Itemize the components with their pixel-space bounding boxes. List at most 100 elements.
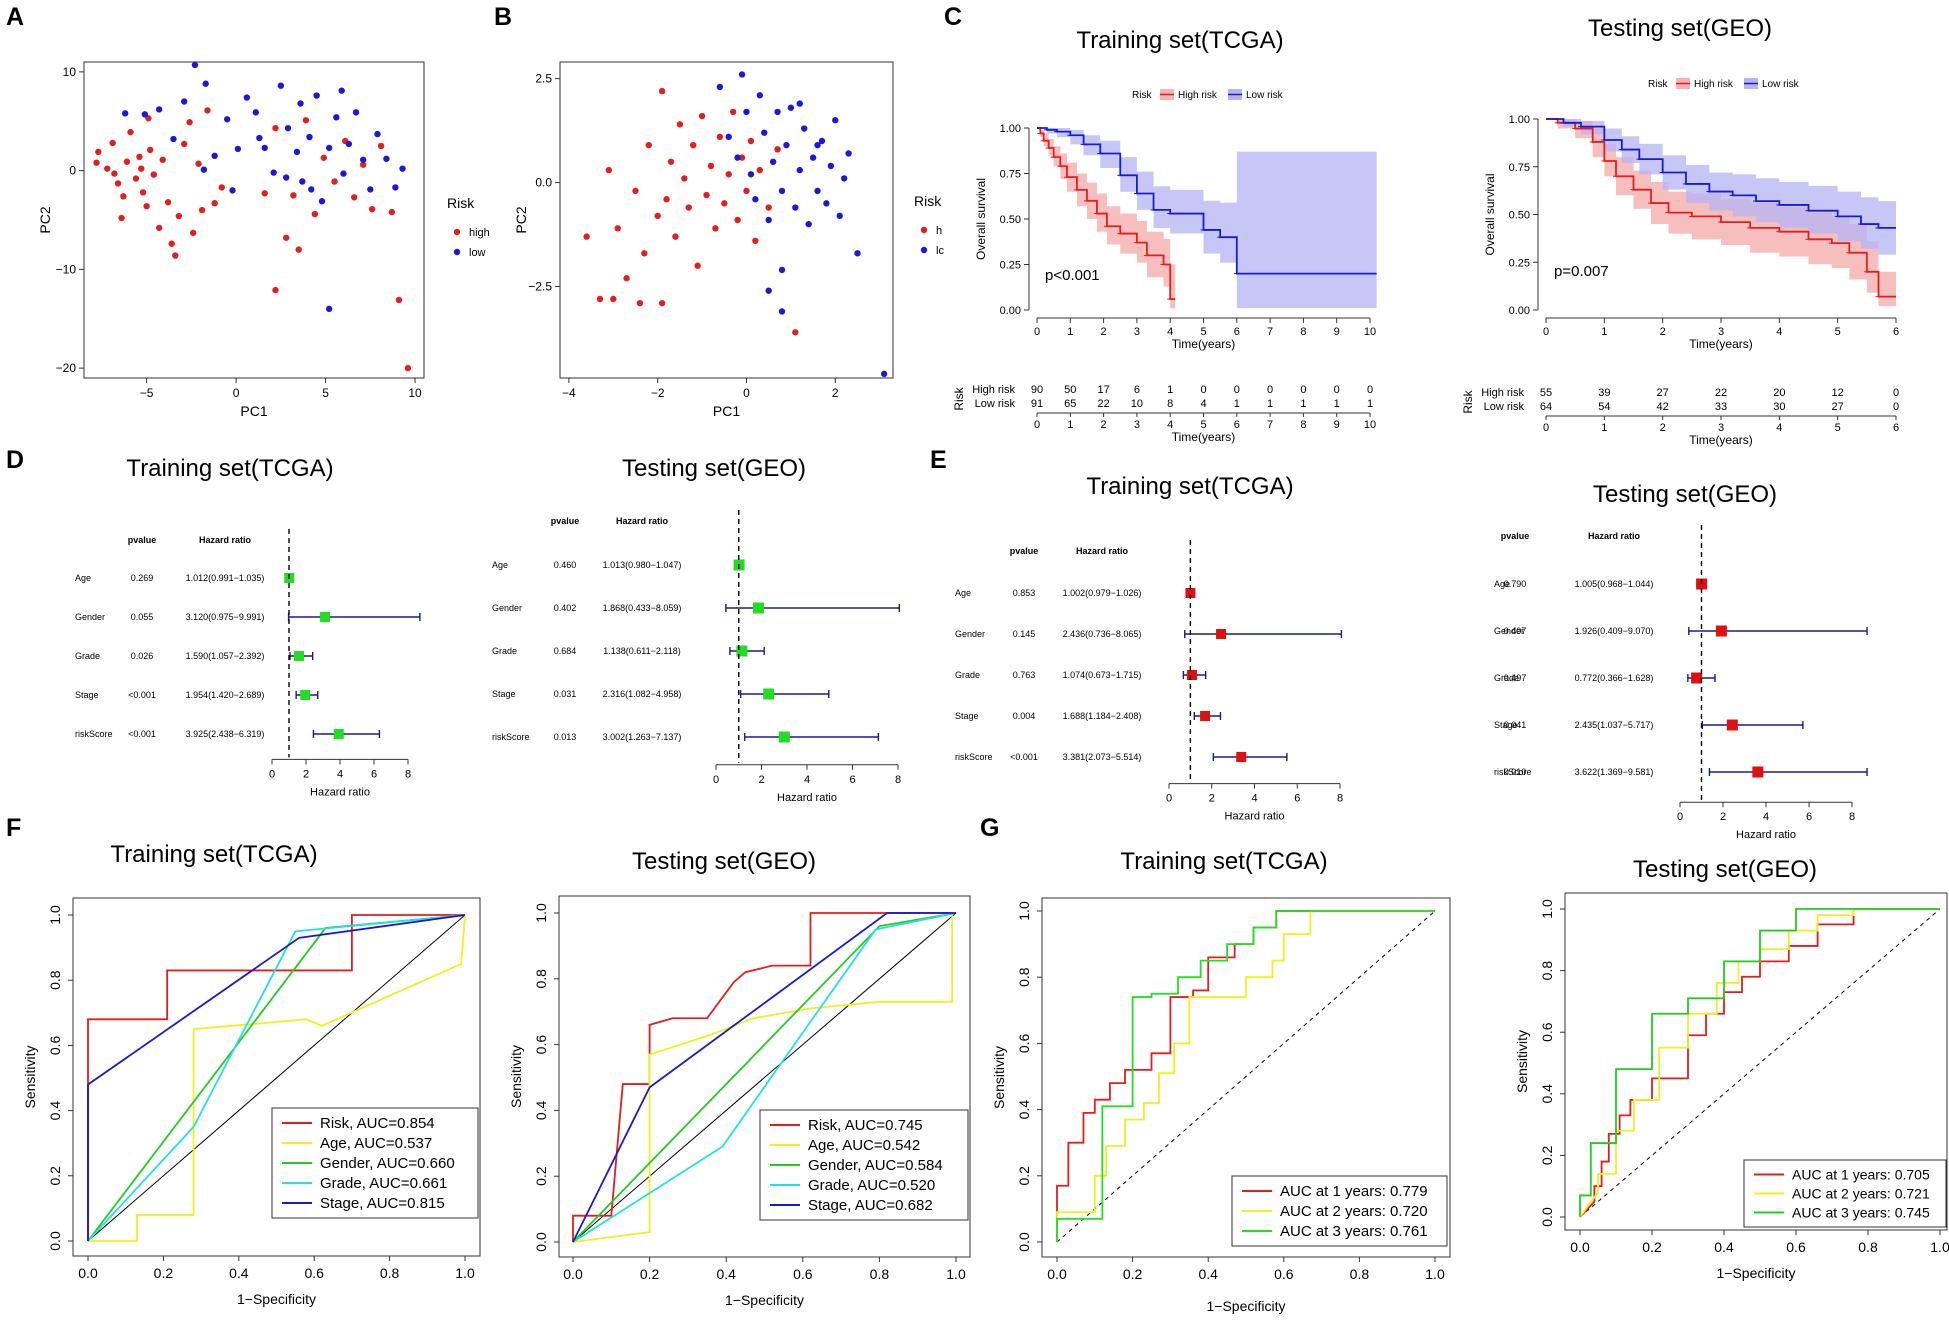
forest-x-label: Hazard ratio [1225,811,1285,823]
roc-x-tick-label: 1.0 [946,1266,966,1282]
scatter-point-low [202,80,209,87]
scatter-point-high [204,107,211,114]
scatter-point-high [127,128,134,136]
x-axis-label: PC1 [240,403,267,419]
roc-curve-3-years [1056,910,1435,1242]
roc-f-training: Training set(TCGA) 0.0 0.2 0.4 0.6 0.8 1.0 0.0 0… [22,841,481,1307]
risk-table-tick-label: 6 [1234,419,1240,431]
km-y-tick-label: 0.00 [1000,305,1021,317]
scatter-point-high [261,190,268,197]
risk-table-tick-label: 4 [1167,419,1173,431]
scatter-point-low [783,141,790,149]
forest-hr-marker [1715,625,1727,637]
scatter-point-low [752,196,759,203]
scatter-point-high [136,153,143,160]
forest-x-tick-label: 8 [405,768,411,780]
scatter-point-high [645,141,652,149]
km-y-tick-label: 0.00 [1509,305,1530,317]
scatter-point-low [774,108,781,116]
forest-row-pvalue: 0.402 [554,603,577,613]
scatter-point-high [143,202,150,210]
scatter-point-high [120,193,127,200]
scatter-point-high [195,160,202,167]
km-title: Testing set(GEO) [1588,15,1772,42]
scatter-point-high [138,165,145,172]
roc-y-tick-label: 0.0 [1016,1232,1032,1252]
forest-hr-marker [1691,672,1703,684]
roc-title: Training set(TCGA) [110,841,317,868]
scatter-point-low [306,133,313,141]
roc-x-axis-label: 1−Specificity [237,1291,316,1307]
forest-row-hr: 0.772(0.366−1.628) [1575,673,1654,683]
roc-curve-risk [87,914,465,1241]
risk-table-tick-label: 3 [1718,422,1724,434]
roc-g-training: Training set(TCGA) 0.0 0.2 0.4 0.6 0.8 1.0 0.0 0… [991,848,1451,1314]
scatter-point-low [756,92,763,99]
scatter-point-low [769,158,777,165]
forest-row-hr: 2.316(1.082−4.958) [603,689,682,699]
scatter-point-low [200,166,208,173]
forest-x-tick-label: 4 [804,774,810,786]
scatter-point-low [778,187,786,195]
forest-row-hr: 1.138(0.611−2.118) [603,646,680,656]
panel-letter-d: D [6,446,24,474]
roc-x-tick-label: 0.0 [78,1265,98,1281]
risk-table-value: 20 [1773,387,1785,399]
scatter-point-high [614,225,621,232]
forest-header-pvalue: pvalue [551,516,580,526]
roc-x-tick-label: 1.0 [455,1265,475,1281]
roc-curve-1-years [1579,908,1940,1218]
forest-hr-marker [294,651,305,661]
km-x-tick-label: 1 [1601,326,1607,338]
forest-x-tick-label: 6 [1294,793,1300,805]
risk-table-tick-label: 0 [1543,422,1549,434]
km-y-axis-label: Overall survival [1483,173,1497,255]
scatter-point-low [338,87,345,94]
forest-row-name: Age [75,573,91,583]
x-tick-label: 0 [743,386,750,400]
y-axis-label: PC2 [37,206,53,233]
roc-g-testing: Testing set(GEO) 0.0 0.2 0.4 0.6 0.8 1.0 0.0 0.2… [1514,856,1949,1281]
forest-hr-marker [1236,752,1247,762]
scatter-point-low [299,178,306,185]
scatter-point-low [359,156,367,163]
forest-row-pvalue: 0.031 [554,689,577,699]
scatter-point-low [814,187,821,195]
km-x-tick-label: 2 [1101,326,1107,338]
risk-table-value: 0 [1367,384,1373,396]
scatter-point-high [168,240,175,247]
scatter-point-high [155,224,163,232]
roc-y-tick-label: 0.2 [533,1166,549,1186]
forest-x-tick-label: 8 [1337,793,1343,805]
roc-diagonal [1056,910,1436,1243]
scatter-point-high [610,295,617,303]
scatter-point-low [367,186,374,193]
risk-table-value: 1 [1167,384,1173,396]
risk-table-tick-label: 0 [1034,419,1040,431]
roc-x-axis-label: 1−Specificity [725,1292,804,1308]
roc-y-tick-label: 1.0 [1539,899,1555,919]
roc-legend-label: Stage, AUC=0.682 [808,1197,933,1214]
risk-table-value: 90 [1031,384,1043,396]
roc-curve-age [88,914,466,1242]
panel-letter-c: C [944,3,962,31]
roc-title: Testing set(GEO) [632,848,816,875]
roc-y-tick-label: 0.4 [1016,1100,1032,1120]
forest-d-testing: Testing set(GEO) pvalue Hazard ratio Age 0.4… [492,455,901,804]
scatter-point-low [805,220,812,228]
scatter-point-low [796,100,803,107]
panel-letter-f: F [6,814,21,842]
km-x-tick-label: 2 [1660,326,1666,338]
roc-legend-label: AUC at 1 years: 0.705 [1792,1167,1930,1183]
scatter-point-low [270,169,277,176]
forest-x-label: Hazard ratio [310,786,370,798]
roc-y-tick-label: 0.8 [1539,961,1555,981]
forest-hr-marker [1186,670,1197,680]
scatter-point-high [738,154,746,161]
x-tick-label: −5 [140,386,154,400]
forest-header-hr: Hazard ratio [1588,531,1641,541]
scatter-point-high [114,180,122,187]
km-legend-label: Low risk [1762,79,1800,90]
roc-legend-label: Age, AUC=0.542 [808,1137,920,1154]
forest-x-label: Hazard ratio [777,792,837,804]
